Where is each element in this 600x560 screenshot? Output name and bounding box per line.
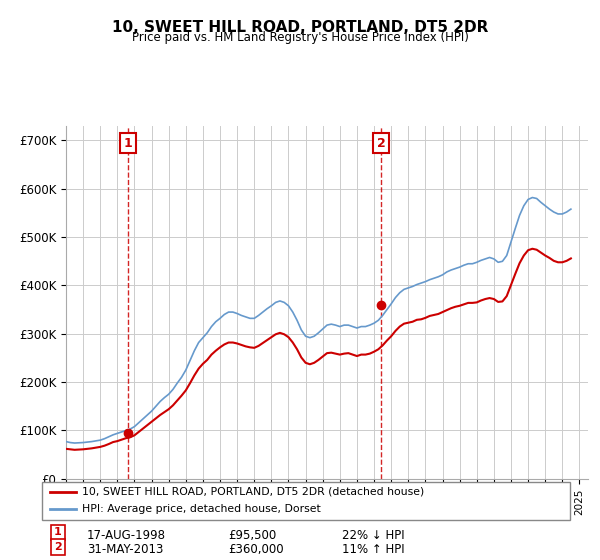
Text: 17-AUG-1998: 17-AUG-1998 <box>87 529 166 542</box>
Text: £95,500: £95,500 <box>228 529 276 542</box>
Text: HPI: Average price, detached house, Dorset: HPI: Average price, detached house, Dors… <box>82 505 320 515</box>
Text: 1: 1 <box>124 137 133 150</box>
Text: 31-MAY-2013: 31-MAY-2013 <box>87 543 163 557</box>
Text: 10, SWEET HILL ROAD, PORTLAND, DT5 2DR (detached house): 10, SWEET HILL ROAD, PORTLAND, DT5 2DR (… <box>82 487 424 497</box>
Text: 2: 2 <box>54 542 62 552</box>
Text: 22% ↓ HPI: 22% ↓ HPI <box>342 529 404 542</box>
FancyBboxPatch shape <box>42 482 570 520</box>
Text: 1: 1 <box>54 528 62 538</box>
Text: 10, SWEET HILL ROAD, PORTLAND, DT5 2DR: 10, SWEET HILL ROAD, PORTLAND, DT5 2DR <box>112 20 488 35</box>
Text: 2: 2 <box>377 137 386 150</box>
Text: Price paid vs. HM Land Registry's House Price Index (HPI): Price paid vs. HM Land Registry's House … <box>131 31 469 44</box>
Text: £360,000: £360,000 <box>228 543 284 557</box>
Text: 11% ↑ HPI: 11% ↑ HPI <box>342 543 404 557</box>
